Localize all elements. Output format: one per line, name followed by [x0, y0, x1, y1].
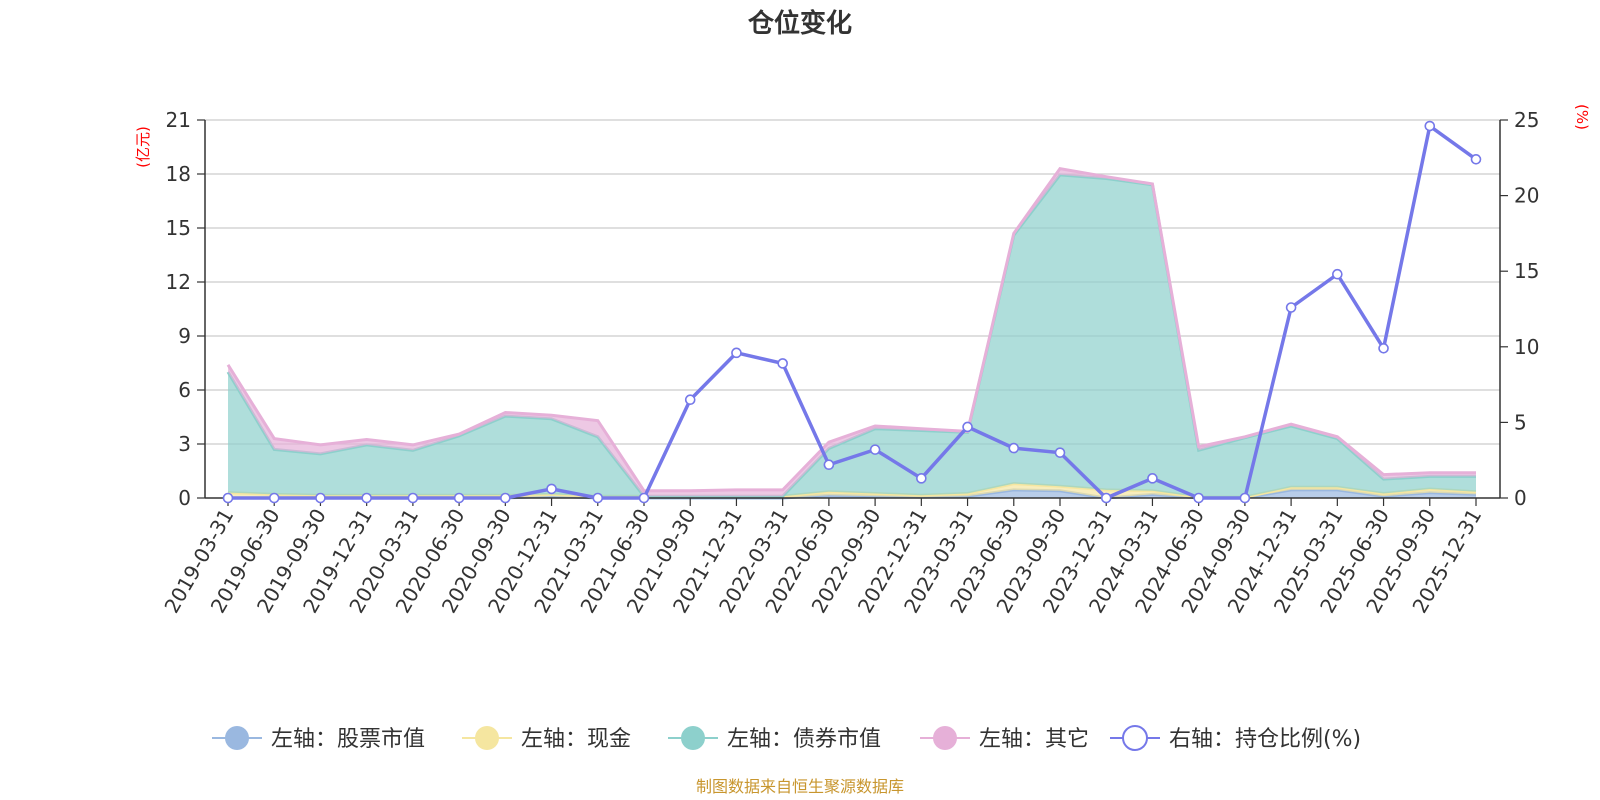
data-point	[500, 492, 511, 504]
legend-item: 左轴：现金	[462, 726, 631, 752]
right-axis-tick-label: 25	[1514, 108, 1539, 132]
legend-marker	[475, 726, 499, 750]
data-point	[1054, 447, 1066, 458]
legend-item: 左轴：债券市值	[668, 726, 881, 752]
legend-marker	[933, 726, 957, 750]
data-point	[1285, 302, 1297, 313]
legend-label: 左轴：其它	[979, 727, 1089, 752]
gridlines	[205, 119, 1500, 445]
legend-marker	[225, 726, 249, 750]
area-edge-左轴：其它	[226, 166, 1476, 493]
data-point	[222, 492, 234, 504]
legend-marker	[1122, 725, 1148, 751]
data-point	[1147, 473, 1158, 484]
data-point	[638, 492, 650, 504]
position-ratio-line	[222, 120, 1482, 504]
chart-title: 仓位变化	[747, 8, 852, 39]
data-point	[1378, 343, 1389, 354]
data-point	[268, 492, 280, 504]
data-point	[361, 492, 372, 504]
data-point	[592, 492, 604, 504]
right-axis-unit: (%)	[1573, 104, 1591, 130]
left-axis-tick-label: 9	[178, 324, 191, 348]
left-axis-tick-label: 0	[178, 486, 191, 510]
legend-item: 左轴：股票市值	[212, 726, 425, 752]
data-point	[777, 358, 788, 369]
legend-label: 右轴：持仓比例(%)	[1169, 727, 1361, 752]
legend-marker	[681, 726, 705, 750]
data-point	[1239, 492, 1251, 504]
line-右轴：持仓比例(%)	[228, 123, 1478, 501]
data-point	[407, 492, 419, 504]
right-axis-tick-label: 10	[1514, 335, 1539, 359]
data-point	[1332, 268, 1343, 280]
left-axis-tick-label: 3	[178, 432, 191, 456]
data-point	[1470, 154, 1482, 165]
data-point	[315, 492, 326, 504]
data-point	[546, 483, 557, 495]
right-axis-tick-label: 0	[1514, 486, 1527, 510]
data-point	[684, 394, 696, 406]
right-axis-tick-label: 5	[1514, 410, 1527, 434]
left-axis-tick-label: 6	[178, 378, 191, 402]
left-axis-tick-label: 21	[166, 108, 191, 132]
left-axis-tick-label: 12	[166, 270, 191, 294]
data-point	[823, 459, 835, 471]
right-axis-tick-label: 20	[1514, 184, 1539, 208]
data-point	[1424, 120, 1436, 132]
left-axis-tick-label: 18	[166, 162, 191, 186]
left-axis-unit: (亿元)	[134, 126, 152, 168]
legend-label: 左轴：现金	[521, 727, 631, 752]
source-note: 制图数据来自恒生聚源数据库	[696, 777, 904, 796]
stacked-areas	[226, 166, 1477, 500]
legend-label: 左轴：债券市值	[727, 727, 881, 752]
axes: 03691215182105101520252019-03-312019-06-…	[159, 108, 1539, 617]
right-axis-tick-label: 15	[1514, 259, 1539, 283]
data-point	[1193, 492, 1204, 504]
data-point	[1008, 442, 1020, 454]
data-point	[453, 492, 465, 504]
data-point	[1100, 492, 1112, 504]
data-point	[962, 421, 973, 433]
data-point	[731, 347, 742, 359]
data-point	[869, 444, 881, 455]
legend-item: 右轴：持仓比例(%)	[1110, 725, 1361, 752]
legend-label: 左轴：股票市值	[271, 727, 425, 752]
area-左轴：现金	[228, 483, 1476, 498]
legend-item: 左轴：其它	[920, 726, 1089, 752]
legend: 左轴：股票市值 左轴：现金 左轴：债券市值 左轴：其它 右轴：持仓比例(%)	[212, 725, 1361, 752]
data-point	[916, 473, 927, 484]
left-axis-tick-label: 15	[166, 216, 191, 240]
